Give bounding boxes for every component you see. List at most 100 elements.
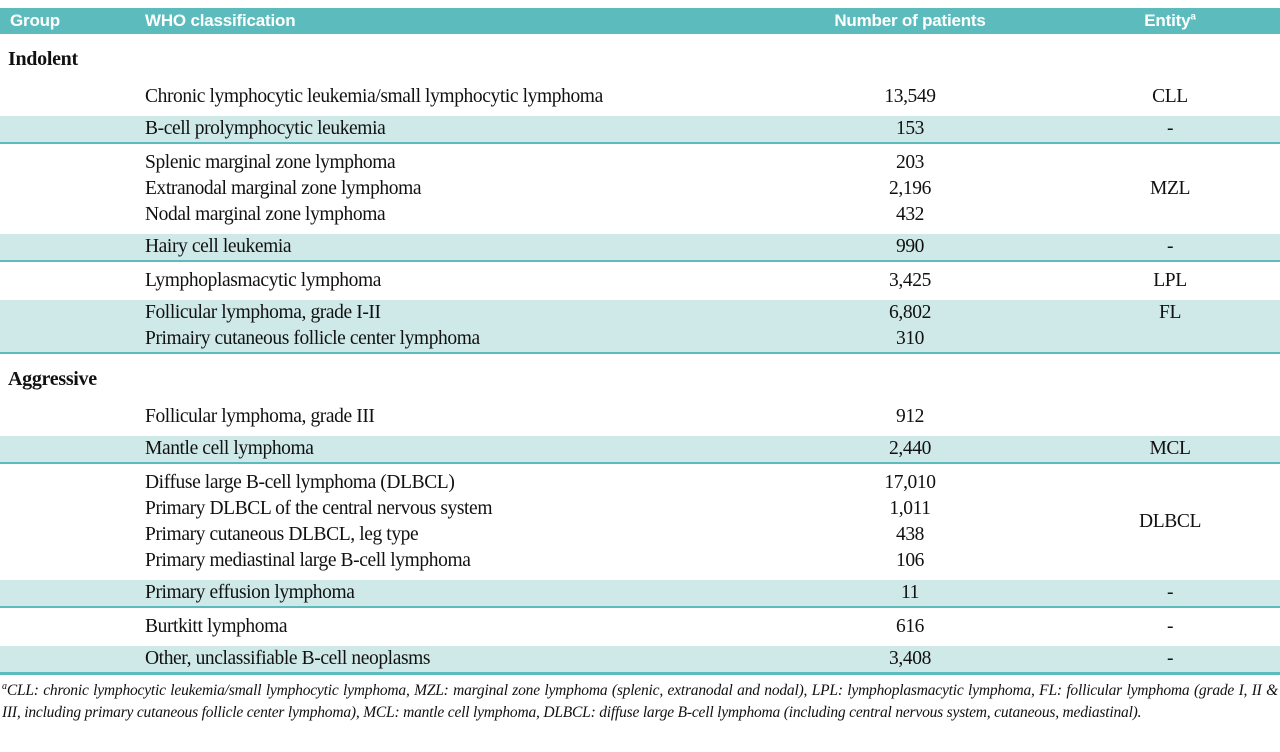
group-cell xyxy=(0,580,145,606)
classification-text: Lymphoplasmacytic lymphoma xyxy=(145,270,382,291)
table-band: Other, unclassifiable B-cell neoplasms 3,… xyxy=(0,646,1280,675)
entity-value: - xyxy=(1166,236,1174,257)
group-cell xyxy=(0,116,145,142)
classification-cell: Follicular lymphoma, grade III xyxy=(145,404,760,430)
patients-cell: 616 xyxy=(760,614,1060,640)
patients-cell: 912 xyxy=(760,404,1060,430)
entity-value: MZL xyxy=(1150,178,1190,199)
patients-cell: 17,010 1,011 438 106 xyxy=(760,470,1060,574)
patients-cell: 153 xyxy=(760,116,1060,142)
patients-cell: 203 2,196 432 xyxy=(760,150,1060,228)
entity-cell: CLL xyxy=(1060,84,1280,110)
entity-cell: MZL xyxy=(1060,150,1280,228)
classification-text: Follicular lymphoma, grade III xyxy=(145,406,375,427)
classification-cell: Splenic marginal zone lymphoma Extranodal… xyxy=(145,150,760,228)
classification-text: Nodal marginal zone lymphoma xyxy=(145,204,386,225)
patients-value: 432 xyxy=(895,204,925,225)
entity-cell: - xyxy=(1060,580,1280,606)
classification-cell: Chronic lymphocytic leukemia/small lymph… xyxy=(145,84,760,110)
patients-cell: 6,802 310 xyxy=(760,300,1060,352)
classification-cell: Hairy cell leukemia xyxy=(145,234,760,260)
classification-text: Extranodal marginal zone lymphoma xyxy=(145,178,422,199)
classification-text: Chronic lymphocytic leukemia/small lymph… xyxy=(145,86,603,107)
patients-value: 6,802 xyxy=(889,302,931,323)
table-band: Primary effusion lymphoma 11 - xyxy=(0,580,1280,608)
patients-value: 3,408 xyxy=(889,648,931,669)
table-band: Chronic lymphocytic leukemia/small lymph… xyxy=(0,78,1280,116)
classification-cell: Primary effusion lymphoma xyxy=(145,580,760,606)
patients-value: 310 xyxy=(895,328,925,349)
group-cell xyxy=(0,470,145,574)
table-band: B-cell prolymphocytic leukemia 153 - xyxy=(0,116,1280,144)
classification-text: Burtkitt lymphoma xyxy=(145,616,288,637)
group-cell xyxy=(0,614,145,640)
patients-cell: 11 xyxy=(760,580,1060,606)
patients-value: 1,011 xyxy=(889,498,931,519)
entity-cell: LPL xyxy=(1060,268,1280,294)
table-band: Follicular lymphoma, grade I-II Primairy … xyxy=(0,300,1280,354)
entity-value: - xyxy=(1166,616,1174,637)
patients-value: 106 xyxy=(895,550,925,571)
classification-text: Primary cutaneous DLBCL, leg type xyxy=(145,524,419,545)
patients-value: 438 xyxy=(895,524,925,545)
entity-cell: MCL xyxy=(1060,436,1280,462)
classification-text: Primary effusion lymphoma xyxy=(145,582,355,603)
header-who-classification: WHO classification xyxy=(145,11,296,30)
footnote-text: CLL: chronic lymphocytic leukemia/small … xyxy=(2,682,1278,721)
entity-cell xyxy=(1060,404,1280,430)
patients-cell: 990 xyxy=(760,234,1060,260)
classification-text: Primairy cutaneous follicle center lymph… xyxy=(145,328,480,349)
entity-cell: - xyxy=(1060,614,1280,640)
classification-text: Splenic marginal zone lymphoma xyxy=(145,152,396,173)
header-entity: Entitya xyxy=(1144,11,1196,30)
header-group: Group xyxy=(10,11,60,30)
table-band: Lymphoplasmacytic lymphoma 3,425 LPL xyxy=(0,262,1280,300)
table-band: Hairy cell leukemia 990 - xyxy=(0,234,1280,262)
patients-cell: 13,549 xyxy=(760,84,1060,110)
classification-cell: Diffuse large B-cell lymphoma (DLBCL) Pri… xyxy=(145,470,760,574)
classification-text: Mantle cell lymphoma xyxy=(145,438,314,459)
patients-value: 2,196 xyxy=(889,178,931,199)
entity-footnote-marker: a xyxy=(1190,11,1196,23)
entity-value: - xyxy=(1166,582,1174,603)
header-number-of-patients: Number of patients xyxy=(834,11,986,30)
patients-value: 3,425 xyxy=(889,270,931,291)
classification-text: Diffuse large B-cell lymphoma (DLBCL) xyxy=(145,472,455,493)
classification-text: Primary DLBCL of the central nervous sys… xyxy=(145,498,493,519)
patients-value: 13,549 xyxy=(884,86,936,107)
classification-cell: Other, unclassifiable B-cell neoplasms xyxy=(145,646,760,672)
group-cell xyxy=(0,234,145,260)
entity-cell: - xyxy=(1060,116,1280,142)
group-cell xyxy=(0,436,145,462)
classification-table-body: Indolent Chronic lymphocytic leukemia/sma… xyxy=(0,34,1280,675)
footnote-marker: a xyxy=(2,680,7,692)
entity-value: MCL xyxy=(1149,438,1191,459)
classification-text: B-cell prolymphocytic leukemia xyxy=(145,118,386,139)
patients-value: 616 xyxy=(895,616,925,637)
group-cell xyxy=(0,150,145,228)
table-band: Mantle cell lymphoma 2,440 MCL xyxy=(0,436,1280,464)
entity-value: CLL xyxy=(1152,86,1188,107)
classification-text: Primary mediastinal large B-cell lymphom… xyxy=(145,550,471,571)
table-band: Follicular lymphoma, grade III 912 xyxy=(0,398,1280,436)
patients-cell: 3,408 xyxy=(760,646,1060,672)
group-cell xyxy=(0,268,145,294)
entity-value: - xyxy=(1166,118,1174,139)
entity-cell: FL xyxy=(1060,300,1280,352)
table-band: Diffuse large B-cell lymphoma (DLBCL) Pri… xyxy=(0,464,1280,580)
entity-value: LPL xyxy=(1153,270,1187,291)
table-header-row: Group WHO classification Number of patie… xyxy=(0,8,1280,34)
group-cell xyxy=(0,404,145,430)
classification-cell: Follicular lymphoma, grade I-II Primairy … xyxy=(145,300,760,352)
patients-value: 153 xyxy=(895,118,925,139)
patients-value: 2,440 xyxy=(889,438,931,459)
section-label-indolent: Indolent xyxy=(0,34,1280,78)
patients-value: 203 xyxy=(895,152,925,173)
classification-text: Hairy cell leukemia xyxy=(145,236,292,257)
classification-text: Other, unclassifiable B-cell neoplasms xyxy=(145,648,431,669)
classification-cell: Mantle cell lymphoma xyxy=(145,436,760,462)
table-band: Burtkitt lymphoma 616 - xyxy=(0,608,1280,646)
group-cell xyxy=(0,300,145,352)
patients-cell: 2,440 xyxy=(760,436,1060,462)
entity-cell: - xyxy=(1060,646,1280,672)
